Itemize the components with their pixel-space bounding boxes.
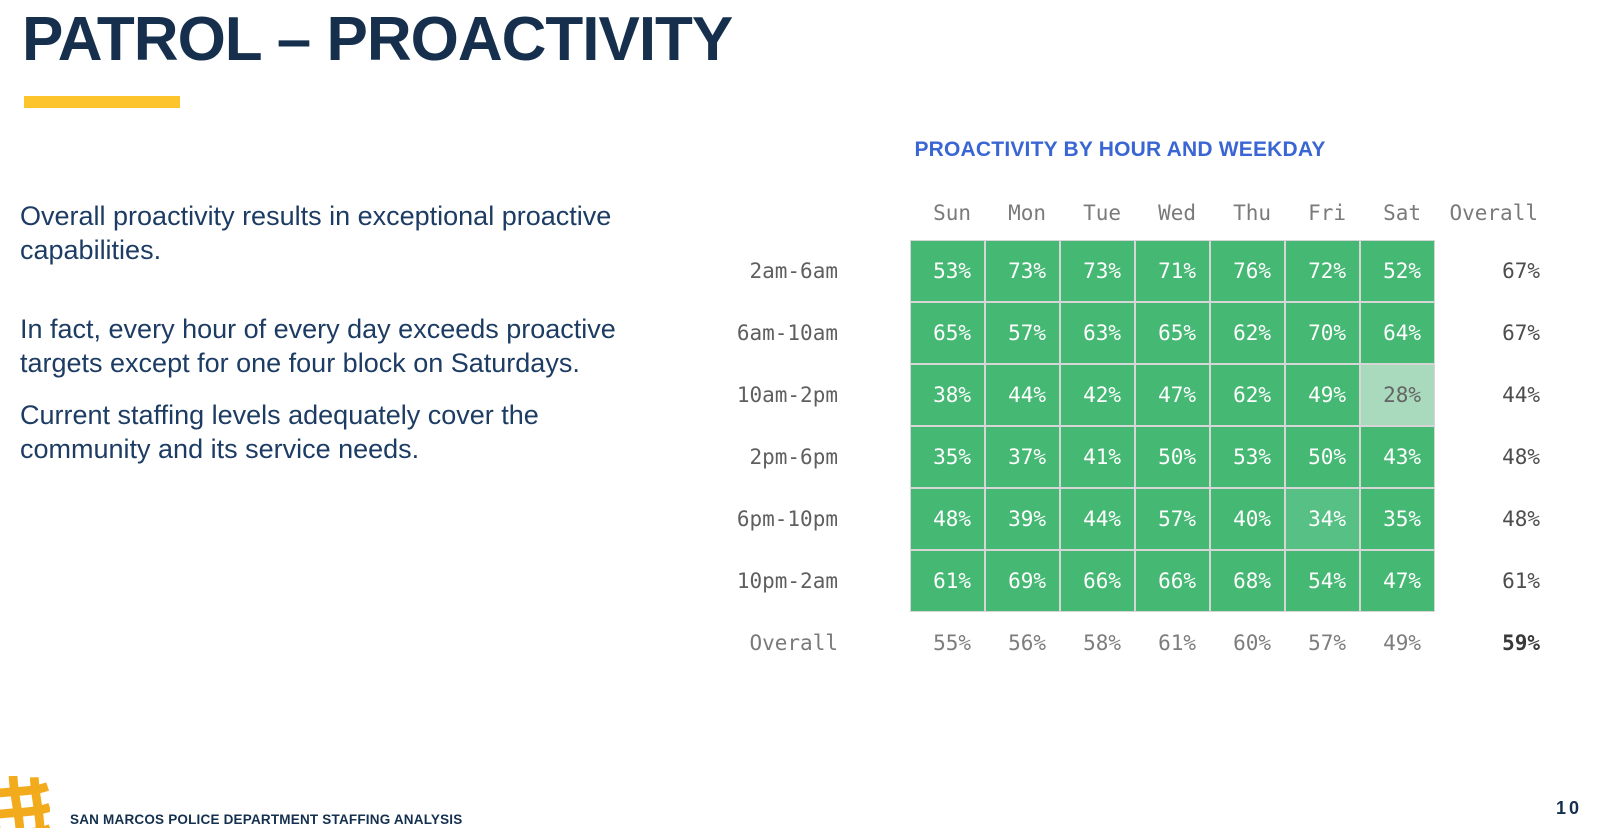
heatmap-cell: 42%: [1061, 365, 1134, 425]
row-label: 2pm-6pm: [749, 445, 838, 469]
column-header-mon: Mon: [1008, 201, 1046, 225]
column-header-tue: Tue: [1083, 201, 1121, 225]
heatmap-cell: 70%: [1286, 303, 1359, 363]
paragraph-2: In fact, every hour of every day exceeds…: [20, 314, 616, 378]
col-overall-value: 58%: [1083, 631, 1121, 655]
column-header-sun: Sun: [933, 201, 971, 225]
heatmap-cell: 44%: [986, 365, 1059, 425]
heatmap-cell: 66%: [1136, 551, 1209, 611]
heatmap-cell: 47%: [1361, 551, 1434, 611]
accent-bar: [24, 96, 180, 108]
col-overall-value: 56%: [1008, 631, 1046, 655]
heatmap-cell: 66%: [1061, 551, 1134, 611]
paragraph-3: Current staffing levels adequately cover…: [20, 400, 539, 464]
heatmap-cell: 73%: [1061, 241, 1134, 301]
heatmap-cell: 37%: [986, 427, 1059, 487]
grand-overall-value: 59%: [1502, 631, 1540, 655]
heatmap-cell: 64%: [1361, 303, 1434, 363]
footer-org-text: SAN MARCOS POLICE DEPARTMENT STAFFING AN…: [70, 812, 463, 827]
column-header-wed: Wed: [1158, 201, 1196, 225]
row-overall-value: 67%: [1502, 259, 1540, 283]
row-label: 10am-2pm: [736, 383, 838, 407]
heatmap-cell: 49%: [1286, 365, 1359, 425]
row-overall-value: 48%: [1502, 445, 1540, 469]
col-overall-value: 61%: [1158, 631, 1196, 655]
row-label: 6pm-10pm: [736, 507, 838, 531]
overall-row-label: Overall: [749, 631, 838, 655]
weave-logo-icon: [0, 776, 50, 828]
row-overall-value: 61%: [1502, 569, 1540, 593]
chart-title: PROACTIVITY BY HOUR AND WEEKDAY: [914, 138, 1326, 161]
heatmap-cell: 52%: [1361, 241, 1434, 301]
col-overall-value: 60%: [1233, 631, 1271, 655]
heatmap-cell: 61%: [911, 551, 984, 611]
column-header-sat: Sat: [1383, 201, 1421, 225]
page-title: PATROL – PROACTIVITY: [22, 5, 733, 74]
heatmap-cell: 71%: [1136, 241, 1209, 301]
body-text: Overall proactivity results in exception…: [20, 200, 665, 466]
heatmap-cell: 73%: [986, 241, 1059, 301]
heatmap-cell: 35%: [1361, 489, 1434, 549]
row-label: 2am-6am: [749, 259, 838, 283]
heatmap-cell: 53%: [911, 241, 984, 301]
heatmap-cell: 63%: [1061, 303, 1134, 363]
heatmap-cell: 43%: [1361, 427, 1434, 487]
heatmap-corner: [735, 225, 909, 239]
heatmap-cell: 68%: [1211, 551, 1284, 611]
heatmap-cell: 50%: [1136, 427, 1209, 487]
row-label: 10pm-2am: [736, 569, 838, 593]
heatmap-cell: 50%: [1286, 427, 1359, 487]
heatmap-cell: 35%: [911, 427, 984, 487]
col-overall-value: 57%: [1308, 631, 1346, 655]
heatmap-cell: 53%: [1211, 427, 1284, 487]
col-overall-value: 55%: [933, 631, 971, 655]
heatmap-cell: 65%: [911, 303, 984, 363]
heatmap-cell: 65%: [1136, 303, 1209, 363]
heatmap-cell: 54%: [1286, 551, 1359, 611]
heatmap-cell: 62%: [1211, 365, 1284, 425]
column-header-thu: Thu: [1233, 201, 1271, 225]
heatmap-cell: 72%: [1286, 241, 1359, 301]
heatmap-cell: 47%: [1136, 365, 1209, 425]
heatmap-cell: 57%: [1136, 489, 1209, 549]
heatmap-cell: 40%: [1211, 489, 1284, 549]
heatmap-cell: 34%: [1286, 489, 1359, 549]
heatmap-cell: 48%: [911, 489, 984, 549]
heatmap-cell: 69%: [986, 551, 1059, 611]
heatmap-cell: 38%: [911, 365, 984, 425]
paragraph-1: Overall proactivity results in exception…: [20, 201, 612, 265]
heatmap-cell: 41%: [1061, 427, 1134, 487]
heatmap-cell: 62%: [1211, 303, 1284, 363]
proactivity-heatmap: Sun Mon Tue Wed Thu Fri Sat Overall 2am-6am 53% 73…: [735, 192, 1540, 663]
col-overall-value: 49%: [1383, 631, 1421, 655]
heatmap-cell: 76%: [1211, 241, 1284, 301]
column-header-overall: Overall: [1449, 201, 1538, 225]
heatmap-cell: 28%: [1361, 365, 1434, 425]
heatmap-cell: 39%: [986, 489, 1059, 549]
column-header-fri: Fri: [1308, 201, 1346, 225]
row-overall-value: 67%: [1502, 321, 1540, 345]
row-label: 6am-10am: [736, 321, 838, 345]
row-overall-value: 44%: [1502, 383, 1540, 407]
row-overall-value: 48%: [1502, 507, 1540, 531]
page-number: 10: [1556, 798, 1583, 818]
heatmap-cell: 44%: [1061, 489, 1134, 549]
heatmap-cell: 57%: [986, 303, 1059, 363]
